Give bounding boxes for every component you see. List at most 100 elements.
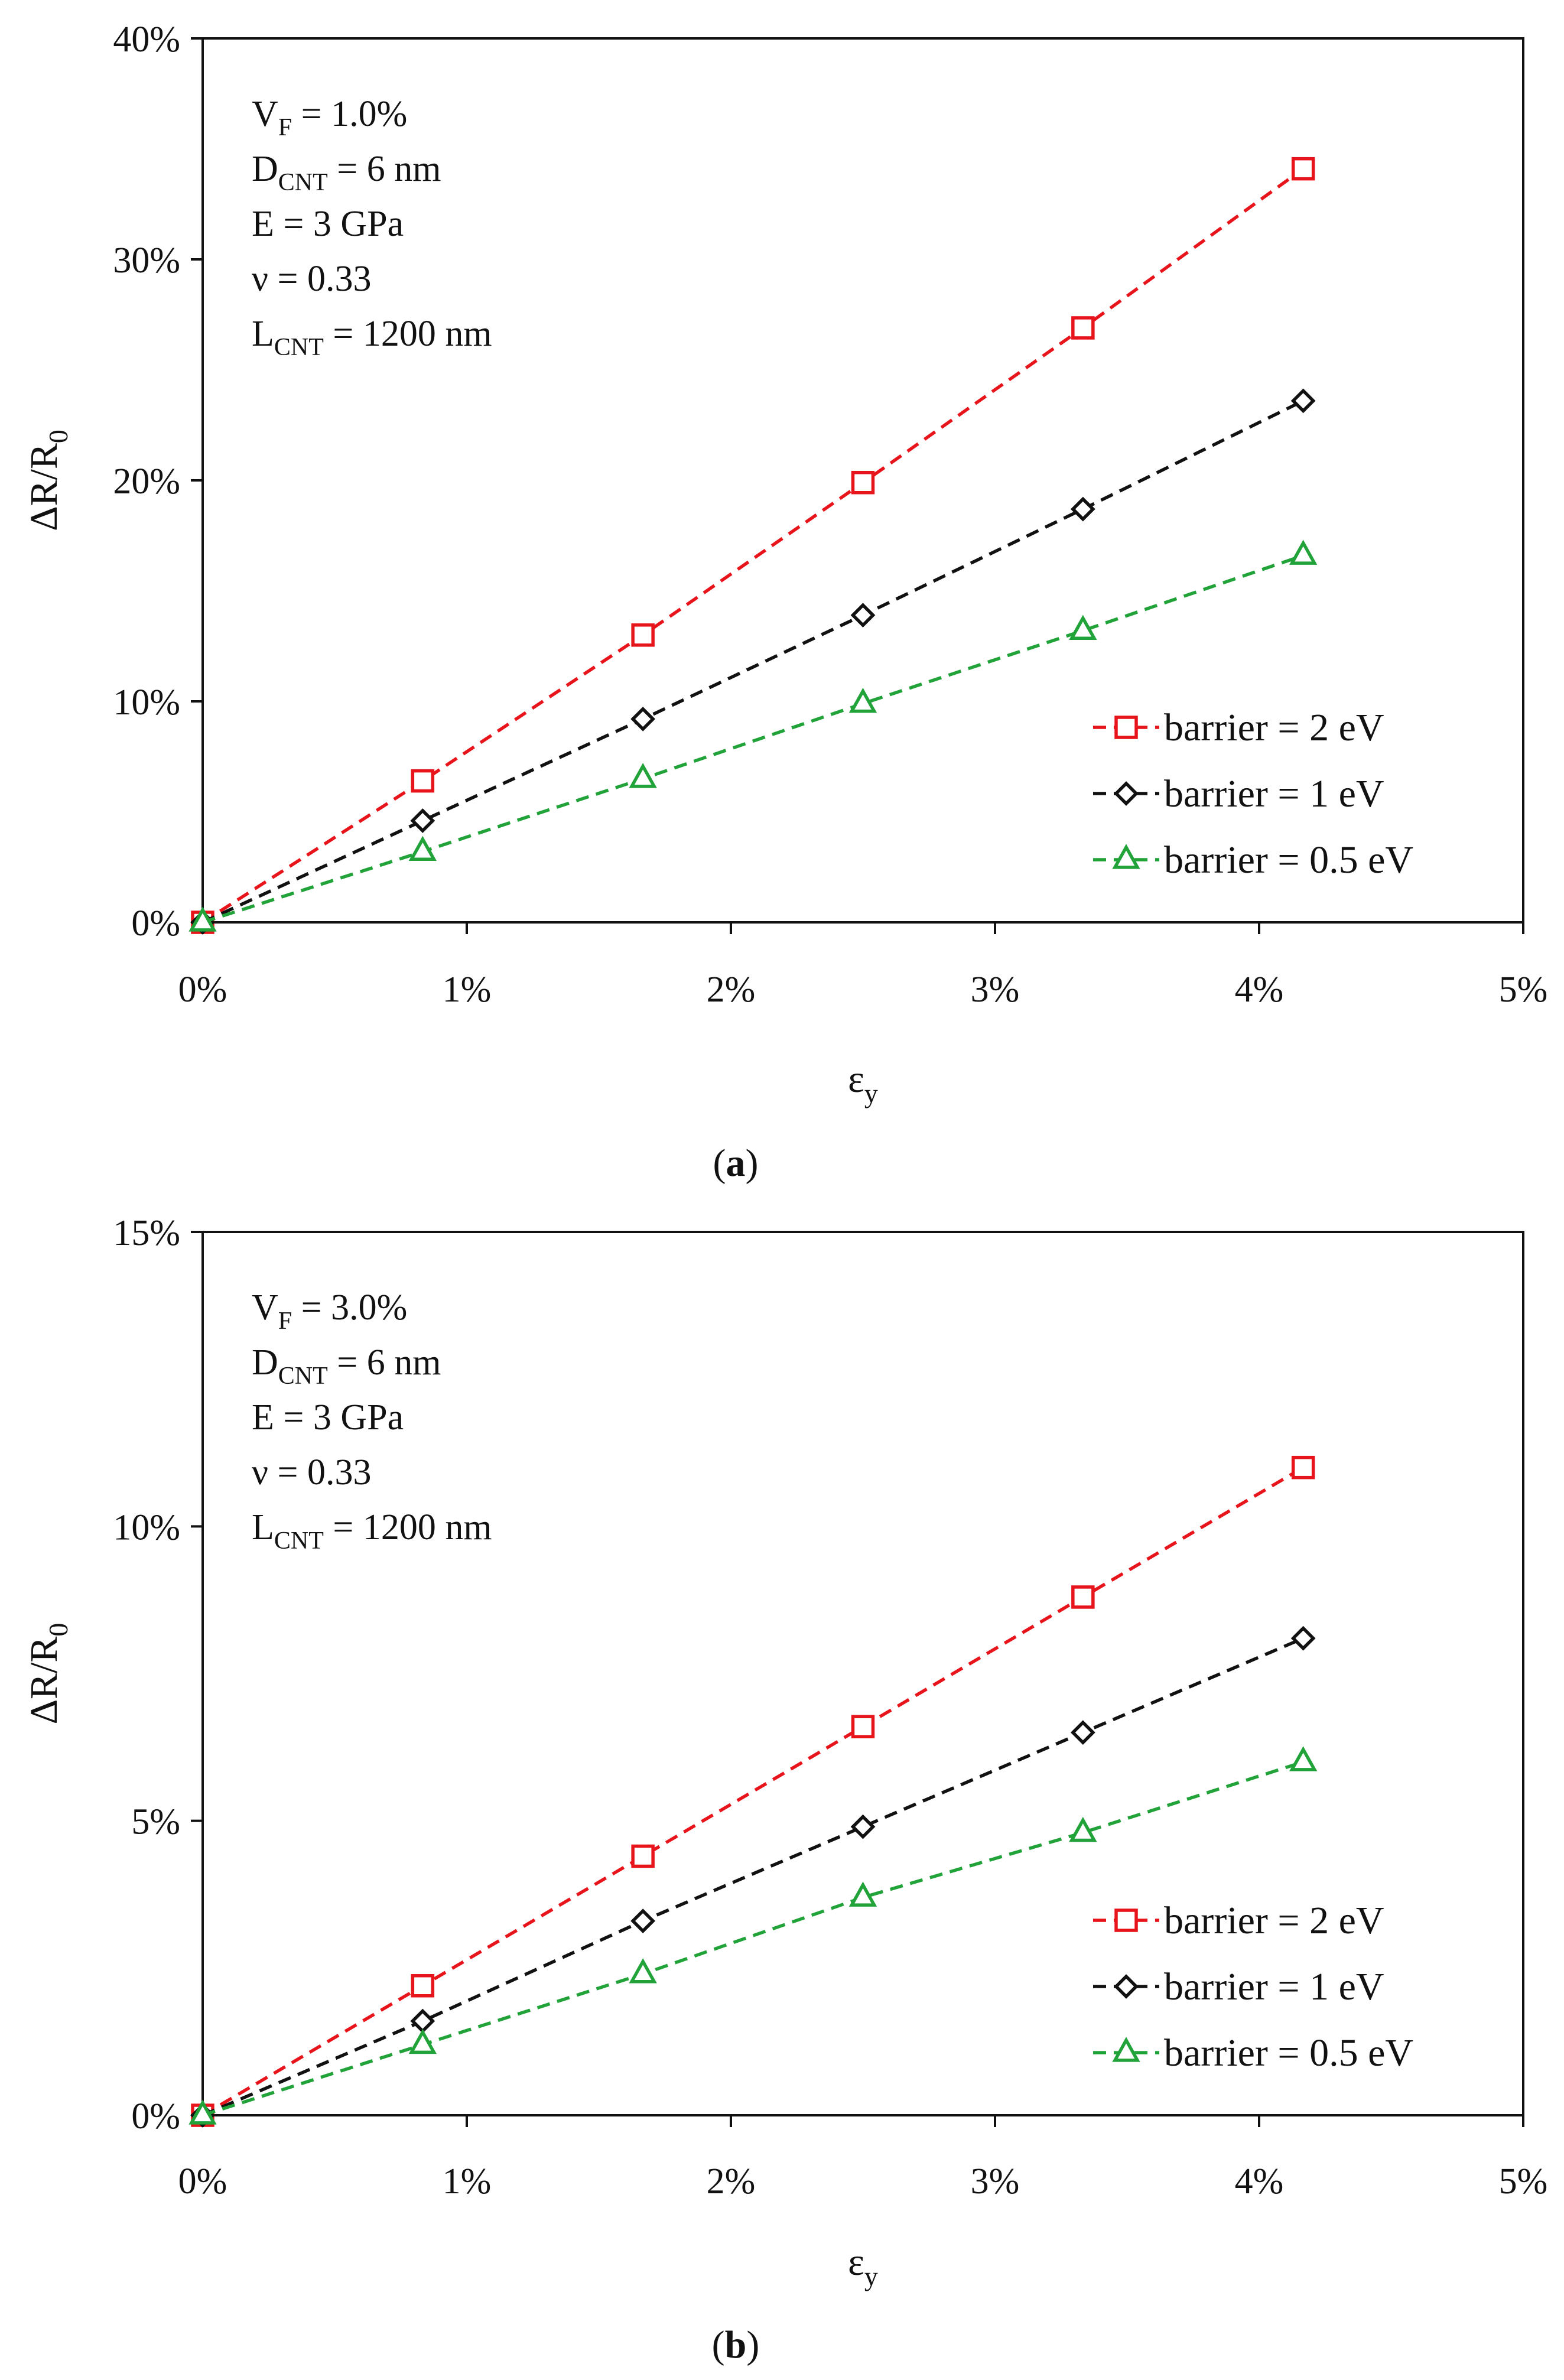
data-point bbox=[1289, 1746, 1318, 1771]
annotation-line: DCNT = 6 nm bbox=[252, 1342, 441, 1390]
y-axis-title: ΔR/R0 bbox=[22, 1623, 73, 1725]
data-point bbox=[850, 603, 876, 628]
annotation-rest: = 6 nm bbox=[328, 1342, 441, 1383]
panel-label-letter: a bbox=[726, 1142, 746, 1185]
annotation-main: L bbox=[252, 314, 274, 354]
y-tick-label: 0% bbox=[131, 903, 180, 944]
y-axis-title-sub: 0 bbox=[43, 430, 73, 443]
data-point bbox=[630, 707, 656, 731]
data-point bbox=[408, 2028, 437, 2054]
legend-marker bbox=[1114, 716, 1138, 739]
annotation-line: VF = 1.0% bbox=[252, 94, 407, 141]
data-point bbox=[188, 906, 217, 932]
annotation-sub: F bbox=[278, 1308, 292, 1335]
panel-label-close: ) bbox=[746, 1142, 759, 1185]
x-axis-title-main: ε bbox=[848, 1058, 864, 1101]
panel-label-close: ) bbox=[746, 2323, 759, 2366]
y-tick-label: 5% bbox=[131, 1802, 180, 1842]
annotation-line: DCNT = 6 nm bbox=[252, 149, 441, 196]
x-axis-title-sub: y bbox=[864, 1078, 878, 1108]
annotation-line: E = 3 GPa bbox=[252, 1397, 404, 1438]
panel-label: (a) bbox=[713, 1142, 759, 1185]
x-tick-label: 3% bbox=[971, 970, 1020, 1010]
series-line bbox=[202, 554, 1304, 924]
legend-marker bbox=[1114, 1974, 1139, 1999]
data-point bbox=[631, 1844, 655, 1868]
x-axis-title-main: ε bbox=[848, 2241, 864, 2284]
y-axis-title-main: ΔR/R bbox=[22, 1637, 66, 1725]
legend-marker bbox=[1112, 2037, 1140, 2062]
data-point bbox=[1291, 157, 1315, 181]
series-line bbox=[201, 167, 1305, 924]
legend-label: barrier = 2 eV bbox=[1164, 1899, 1384, 1942]
annotation-main: E = 3 GPa bbox=[252, 204, 404, 244]
annotation-rest: = 1200 nm bbox=[324, 1507, 492, 1547]
data-point bbox=[411, 1973, 435, 1998]
data-point bbox=[1070, 1720, 1095, 1745]
x-tick-label: 0% bbox=[178, 970, 227, 1010]
y-axis-title-main: ΔR/R bbox=[22, 443, 66, 531]
annotation-main: V bbox=[252, 94, 278, 134]
annotation-line: VF = 3.0% bbox=[252, 1287, 407, 1335]
data-point bbox=[1069, 614, 1097, 640]
x-tick-label: 2% bbox=[707, 970, 756, 1010]
annotation-line: LCNT = 1200 nm bbox=[252, 1507, 492, 1555]
data-point bbox=[630, 1908, 656, 1933]
data-point bbox=[1071, 316, 1095, 340]
x-tick-label: 4% bbox=[1235, 2161, 1284, 2202]
plot-frame bbox=[201, 1231, 1524, 2116]
annotation-sub: CNT bbox=[278, 1363, 328, 1390]
data-point bbox=[410, 808, 435, 833]
data-point bbox=[188, 2099, 217, 2125]
annotation-main: E = 3 GPa bbox=[252, 1397, 404, 1438]
y-tick-label: 10% bbox=[113, 1507, 180, 1547]
annotation-line: E = 3 GPa bbox=[252, 204, 404, 244]
annotation-sub: CNT bbox=[278, 169, 328, 196]
x-tick-label: 1% bbox=[443, 970, 492, 1010]
y-tick-label: 10% bbox=[113, 682, 180, 723]
data-point bbox=[1069, 1816, 1097, 1842]
legend-label: barrier = 0.5 eV bbox=[1164, 2031, 1413, 2075]
annotation-rest: = 1200 nm bbox=[324, 314, 492, 354]
x-tick-label: 2% bbox=[707, 2161, 756, 2202]
x-axis-title: εy bbox=[848, 2241, 878, 2291]
annotation-main: D bbox=[252, 149, 278, 189]
data-point bbox=[1071, 1585, 1095, 1609]
data-point bbox=[408, 835, 437, 861]
annotation-rest: = 6 nm bbox=[328, 149, 441, 189]
x-tick-label: 3% bbox=[971, 2161, 1020, 2202]
annotation-sub: CNT bbox=[274, 1527, 324, 1555]
legend: barrier = 2 eV barrier = 1 eV barrier = 0.… bbox=[1093, 706, 1413, 882]
data-point bbox=[1070, 496, 1095, 522]
y-tick-label: 40% bbox=[113, 19, 180, 60]
data-point bbox=[1290, 1625, 1316, 1651]
legend-label: barrier = 0.5 eV bbox=[1164, 838, 1413, 882]
x-axis-title: εy bbox=[848, 1058, 878, 1108]
annotation-sub: CNT bbox=[274, 334, 324, 361]
legend-label: barrier = 1 eV bbox=[1164, 772, 1384, 815]
annotation-main: ν = 0.33 bbox=[252, 1452, 372, 1493]
data-point bbox=[848, 1881, 877, 1907]
x-tick-label: 0% bbox=[178, 2161, 227, 2202]
legend: barrier = 2 eV barrier = 1 eV barrier = 0.… bbox=[1093, 1899, 1413, 2075]
annotation-main: V bbox=[252, 1287, 278, 1328]
y-tick-label: 0% bbox=[131, 2096, 180, 2137]
legend-label: barrier = 2 eV bbox=[1164, 706, 1384, 749]
data-point bbox=[850, 1814, 876, 1839]
data-point bbox=[629, 1958, 657, 1984]
data-point bbox=[851, 1715, 875, 1738]
series-triangle bbox=[188, 1746, 1318, 2125]
chart-panel-a: 0% 10% 20% 30% 40% 0% 1% 2% 3% 4% 5% εy ΔR/R0 VF = 1.… bbox=[22, 19, 1547, 1185]
x-tick-label: 5% bbox=[1499, 2161, 1548, 2202]
data-point bbox=[851, 470, 875, 495]
annotation-main: D bbox=[252, 1342, 278, 1383]
panel-label: (b) bbox=[712, 2323, 760, 2366]
panel-label-open: ( bbox=[712, 2323, 725, 2366]
series-line bbox=[202, 1760, 1304, 2117]
annotation-main: ν = 0.33 bbox=[252, 259, 372, 299]
annotation-rest: = 1.0% bbox=[292, 94, 407, 134]
data-point bbox=[1290, 388, 1316, 414]
annotation-main: L bbox=[252, 1507, 274, 1547]
